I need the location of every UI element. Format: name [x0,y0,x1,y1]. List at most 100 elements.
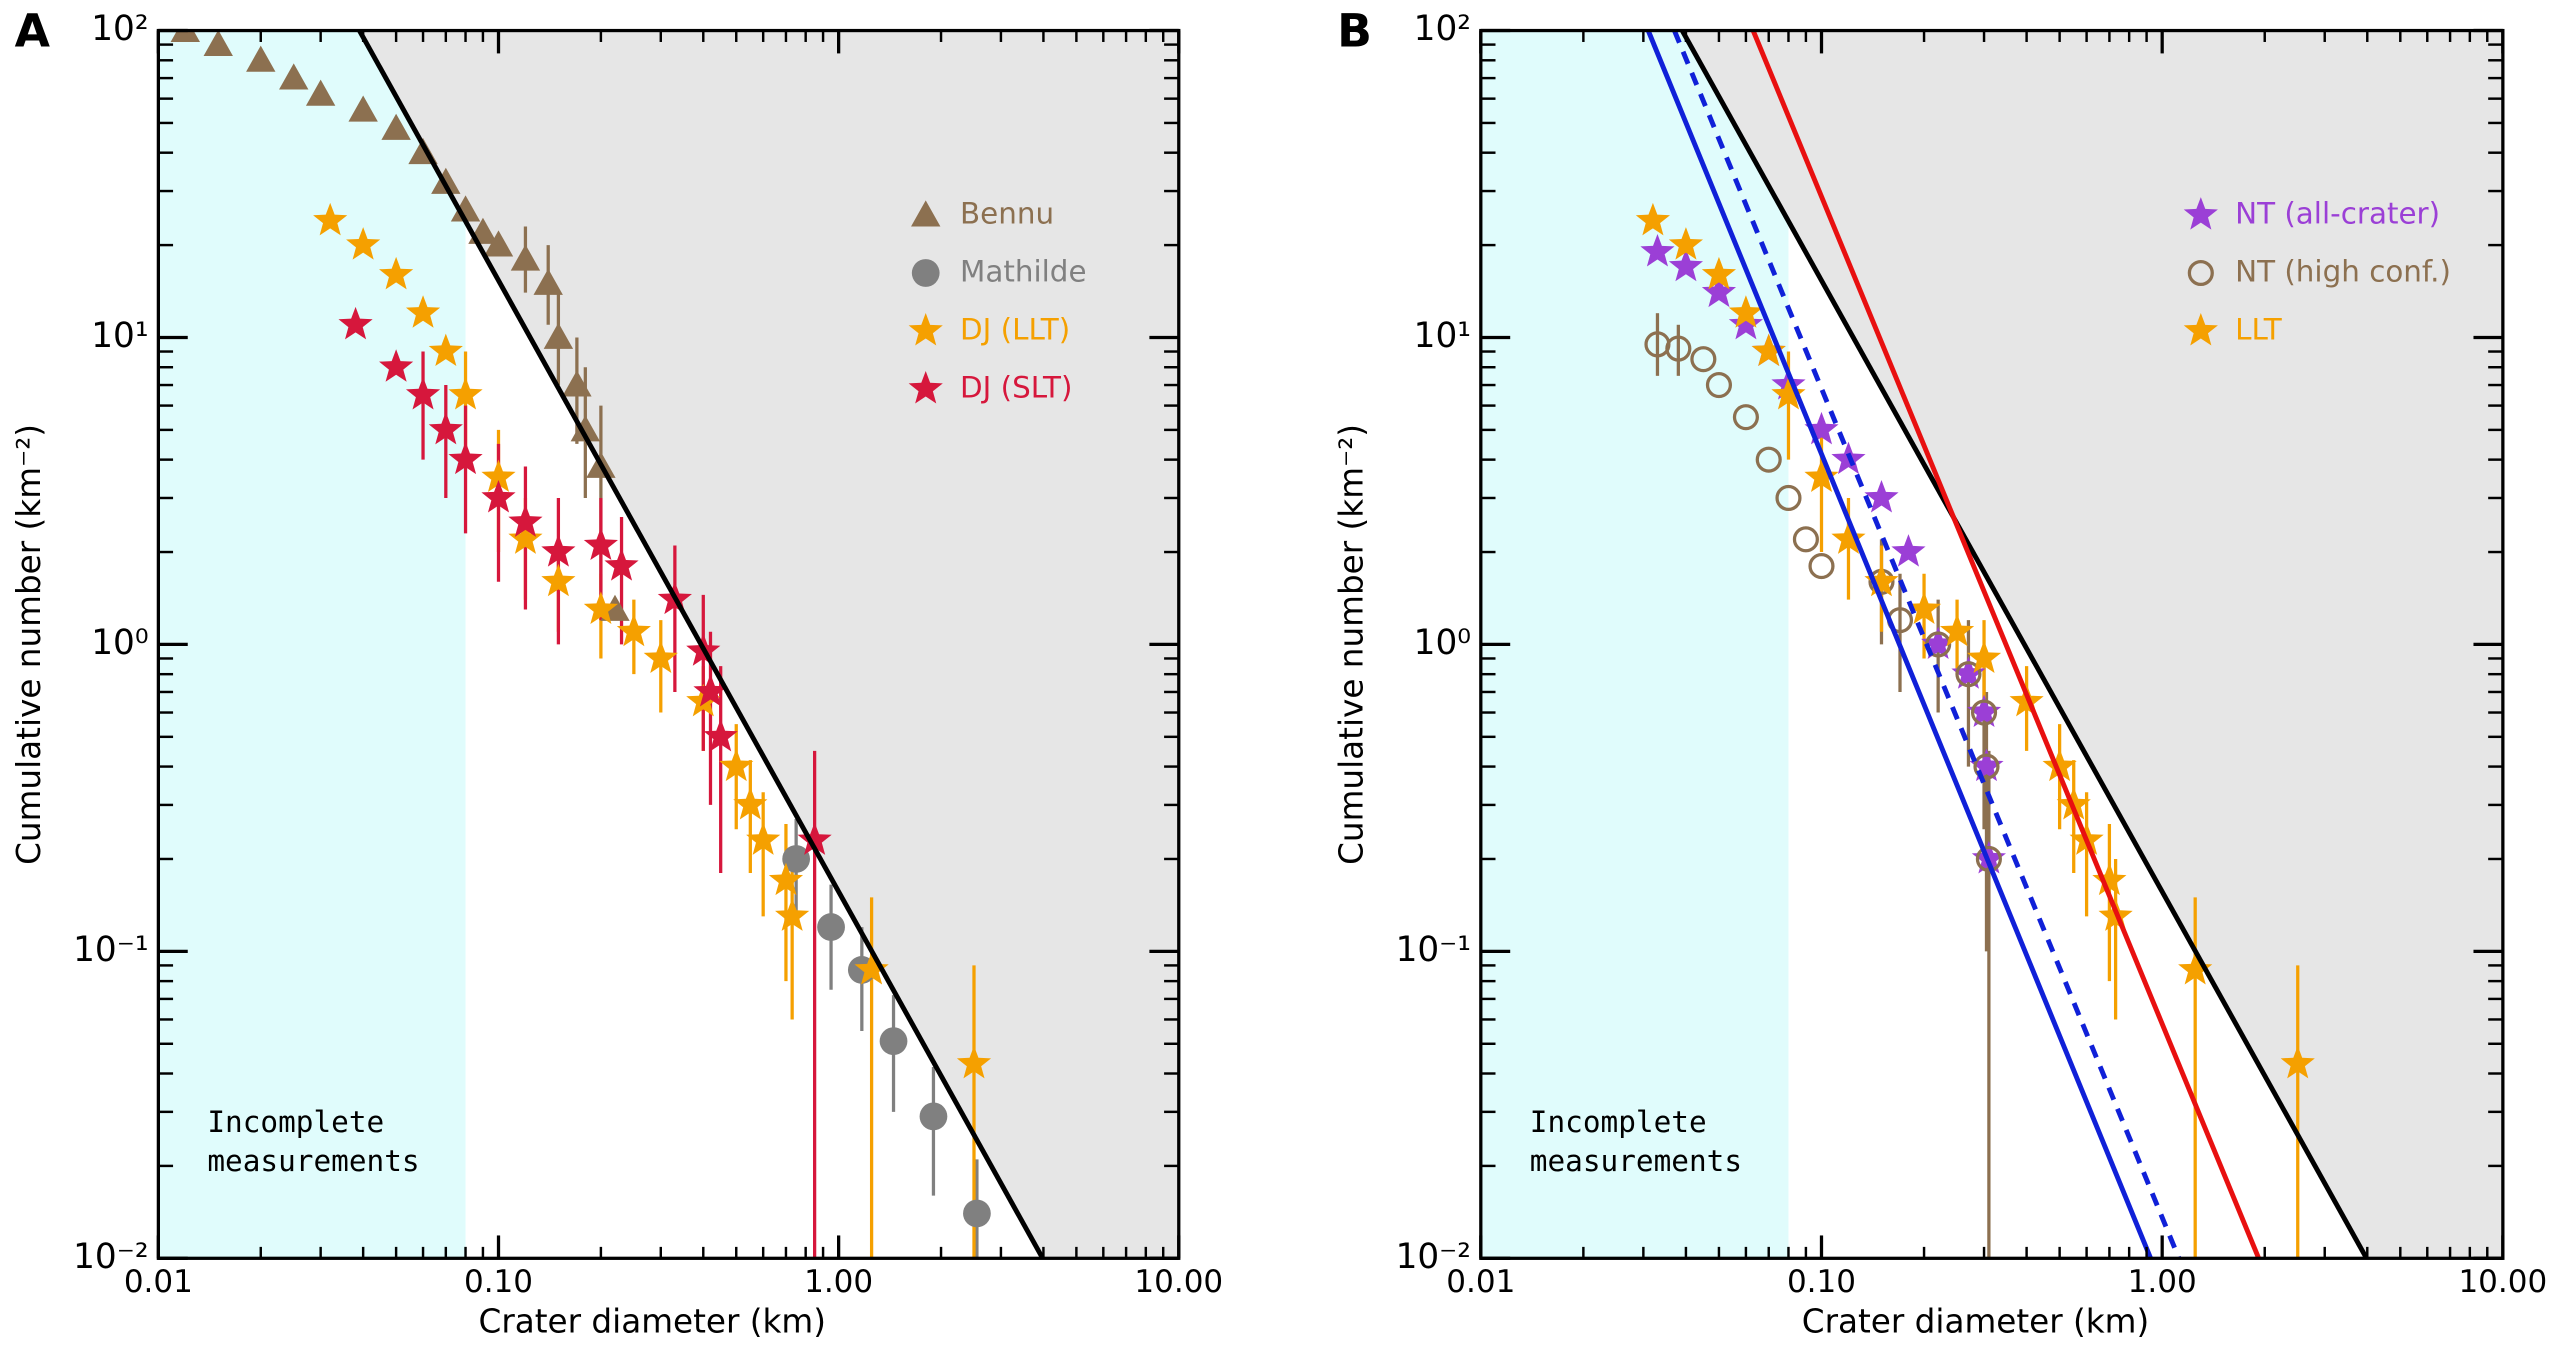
legend-marker [908,370,943,404]
x-axis-label: Crater diameter (km) [1802,1303,2149,1341]
fit-line [1680,30,2369,1259]
y-tick-label: 10² [1414,9,1471,49]
triangle-marker [543,322,574,349]
triangle-marker [570,415,601,442]
chart-panel: Incomplete measurements 0.01 0.10 1.00 10.00 1… [1332,4,2547,1341]
star-marker [481,480,516,513]
y-tick-label: 10¹ [91,316,148,356]
star-marker [854,951,889,985]
open-circle-marker [1665,335,1692,362]
x-tick-label: 0.10 [1787,1264,1856,1300]
fit-line [357,30,1045,1259]
star-marker [428,333,463,367]
circle-marker [817,913,845,941]
star-marker [448,441,483,475]
open-circle-marker [1973,753,2000,780]
legend-label: DJ (LLT) [960,312,1070,346]
panel-letter: B [1337,4,1372,57]
star-marker [508,504,543,537]
star-marker [768,862,804,896]
star-marker [1635,202,1670,236]
star-marker [405,295,441,328]
star-marker [2092,862,2127,896]
incomplete-region [158,30,466,1259]
star-marker [379,349,414,382]
x-tick-label: 0.01 [124,1264,193,1300]
legend-label: Bennu [960,197,1054,231]
star-marker [2042,748,2077,782]
open-circle-marker [1975,845,2002,873]
star-marker [703,718,738,752]
star-marker [1701,256,1737,290]
open-circle-marker [1732,404,1759,431]
open-circle-marker [1705,371,1733,399]
triangle-marker [562,370,592,397]
triangle-marker [246,45,276,72]
star-marker [1701,274,1737,308]
legend-marker [2187,259,2214,287]
star-marker [1668,227,1704,260]
star-marker [746,822,781,855]
star-marker [1668,248,1704,282]
legend-marker [2183,313,2218,346]
y-tick-label: 10² [91,9,148,49]
star-marker [733,786,768,820]
star-marker [1966,640,2002,673]
open-circle-marker [1808,553,1835,580]
triangle-marker [348,95,378,122]
triangle-marker [203,30,233,57]
x-axis-label: Crater diameter (km) [479,1303,826,1341]
x-tick-label: 10.00 [2458,1264,2547,1300]
star-marker [541,534,576,567]
star-marker [428,411,463,445]
x-tick-label: 1.00 [804,1264,873,1300]
x-tick-label: 10.00 [1134,1264,1223,1300]
y-tick-label: 10⁻² [1396,1237,1471,1277]
star-marker [338,306,373,340]
open-circle-marker [1690,346,1717,373]
star-marker [1804,411,1839,445]
star-marker [1969,748,2004,782]
y-axis-label: Cumulative number (km⁻²) [1332,424,1370,865]
triangle-marker [170,30,200,42]
y-axis-label: Cumulative number (km⁻²) [10,424,48,865]
star-marker [1640,233,1675,267]
legend-marker [911,200,941,227]
legend-label: DJ (SLT) [960,370,1072,404]
x-tick-label: 0.10 [464,1264,533,1300]
fit-line [1750,30,2261,1259]
y-tick-label: 10⁻¹ [73,930,148,970]
star-marker [616,613,651,647]
star-marker [643,640,678,673]
star-marker [604,548,639,581]
star-marker [719,748,754,782]
circle-marker [879,1027,908,1056]
legend-marker [908,313,943,346]
y-tick-label: 10⁰ [91,623,148,663]
star-marker [1804,459,1839,492]
incomplete-label: Incomplete measurements [207,1104,419,1177]
star-marker [1831,521,1866,554]
y-tick-label: 10⁻² [73,1237,148,1277]
star-marker [583,591,618,624]
star-marker [1728,295,1764,328]
star-marker [775,898,810,931]
star-marker [1864,480,1899,513]
star-marker [313,202,348,236]
incomplete-region [1480,30,1789,1259]
triangle-marker [279,63,309,90]
open-circle-marker [1792,526,1819,553]
legend-label: NT (all-crater) [2235,197,2440,231]
plot-area [1480,30,2503,1259]
open-circle-marker [1755,446,1782,473]
star-marker [1951,656,1986,689]
x-tick-label: 0.01 [1446,1264,1515,1300]
y-tick-label: 10¹ [1414,316,1471,356]
panel-letter: A [15,4,51,57]
chart-panel: Incomplete measurements 0.01 0.10 1.00 10.00 1… [10,4,1223,1341]
fit-line [1645,30,2153,1259]
star-marker [541,563,576,597]
star-marker [693,674,728,707]
plot-area [158,30,1179,1259]
